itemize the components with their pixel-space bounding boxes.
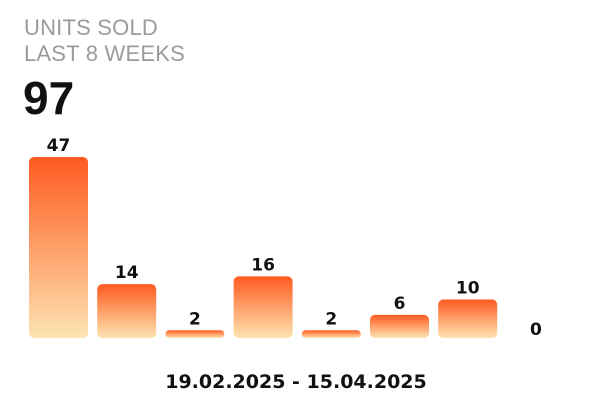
date-range-label: 19.02.2025 - 15.04.2025 (165, 371, 427, 393)
bar-week-1 (29, 157, 88, 338)
bar-week-7 (438, 299, 498, 338)
bar-week-3 (165, 330, 225, 338)
bar-value-label-week-5: 2 (325, 309, 337, 329)
widget-title-line-1: UNITS SOLD (24, 15, 159, 40)
bar-value-label-week-7: 10 (456, 279, 480, 299)
bar-week-4 (233, 276, 293, 338)
bar-value-label-week-2: 14 (115, 263, 139, 283)
bar-value-label-week-3: 2 (189, 309, 201, 329)
bar-week-6 (370, 314, 429, 338)
bar-value-label-week-1: 47 (47, 136, 71, 156)
bar-week-2 (97, 284, 157, 338)
widget-title-line-2: LAST 8 WEEKS (24, 41, 185, 66)
bar-value-label-week-4: 16 (251, 255, 275, 275)
total-units-value: 97 (23, 72, 75, 124)
bar-week-5 (301, 330, 361, 338)
bar-value-label-week-8: 0 (530, 320, 542, 340)
bar-value-label-week-6: 6 (394, 294, 406, 314)
